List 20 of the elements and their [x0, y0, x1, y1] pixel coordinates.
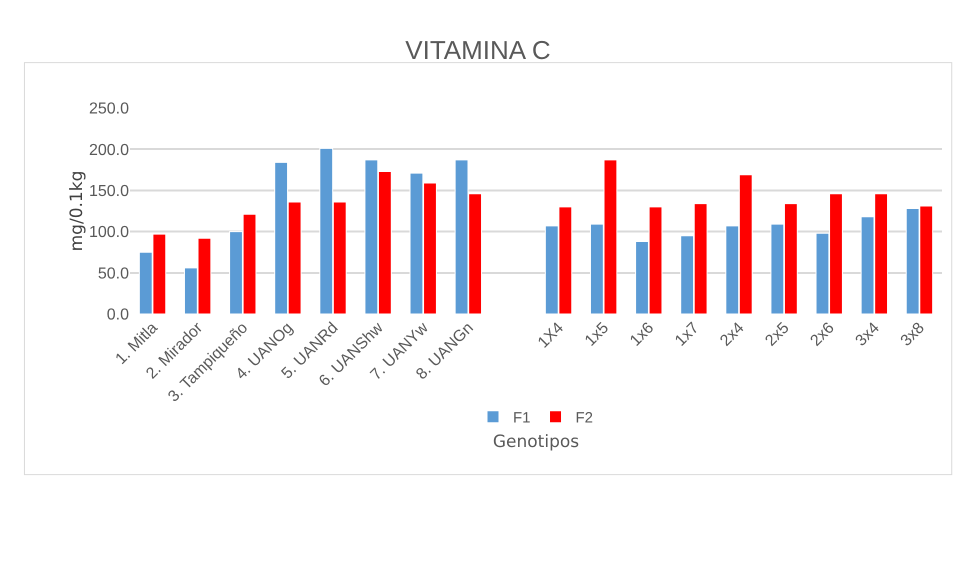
- x-tick-label: 1x7: [672, 319, 702, 350]
- x-axis-title: Genotipos: [492, 432, 580, 452]
- y-axis-title: mg/0.1kg: [66, 170, 87, 252]
- x-tick-label: 2x4: [717, 319, 748, 350]
- x-tick-label: 2x6: [807, 319, 838, 350]
- y-tick-label: 0.0: [106, 306, 130, 324]
- y-tick-label: 50.0: [98, 265, 130, 282]
- legend-label: F1: [513, 410, 531, 427]
- x-tick-label: 1x6: [627, 319, 658, 350]
- y-tick-label: 100.0: [88, 224, 130, 242]
- x-tick-label: 1X4: [534, 319, 568, 352]
- legend-label: F2: [576, 410, 594, 427]
- chart-title: VITAMINA C: [405, 34, 551, 65]
- x-tick-label: 3x4: [852, 319, 883, 350]
- y-tick-label: 150.0: [88, 183, 130, 200]
- x-tick-label: 1x5: [582, 319, 612, 350]
- y-tick-label: 200.0: [88, 142, 130, 159]
- x-tick-label: 3x8: [898, 319, 928, 350]
- x-tick-label: 2x5: [762, 319, 793, 350]
- y-tick-label: 250.0: [88, 100, 130, 118]
